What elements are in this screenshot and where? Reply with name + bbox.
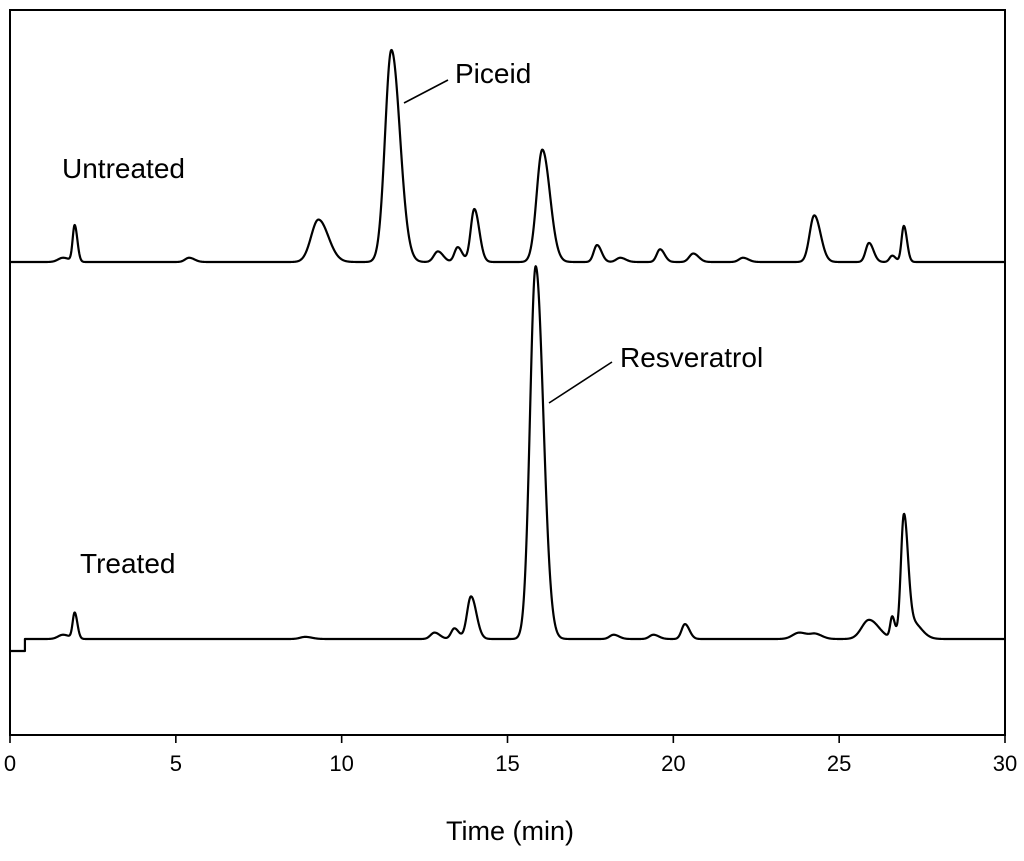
trace-untreated	[8, 48, 1007, 264]
plot-frame	[9, 9, 1006, 736]
x-tick-label: 25	[827, 751, 851, 776]
x-tick-label: 0	[4, 751, 16, 776]
x-tick-label: 30	[993, 751, 1017, 776]
x-tick-label: 15	[495, 751, 519, 776]
x-tick-label: 5	[170, 751, 182, 776]
peak-leader-lines	[403, 79, 613, 404]
trace-treated	[8, 265, 1007, 653]
x-axis-ticks: 0 5 10 15 20 25 30	[4, 735, 1017, 776]
leader-line-piceid	[403, 79, 449, 104]
annotation-resveratrol: Resveratrol	[620, 342, 763, 373]
chromatogram-traces	[8, 48, 1007, 653]
annotation-piceid: Piceid	[455, 58, 531, 89]
x-tick-label: 20	[661, 751, 685, 776]
leader-line-resveratrol	[548, 361, 613, 404]
series-label-untreated: Untreated	[62, 153, 185, 184]
x-axis-title: Time (min)	[446, 816, 574, 846]
x-tick-label: 10	[329, 751, 353, 776]
series-label-treated: Treated	[80, 548, 175, 579]
